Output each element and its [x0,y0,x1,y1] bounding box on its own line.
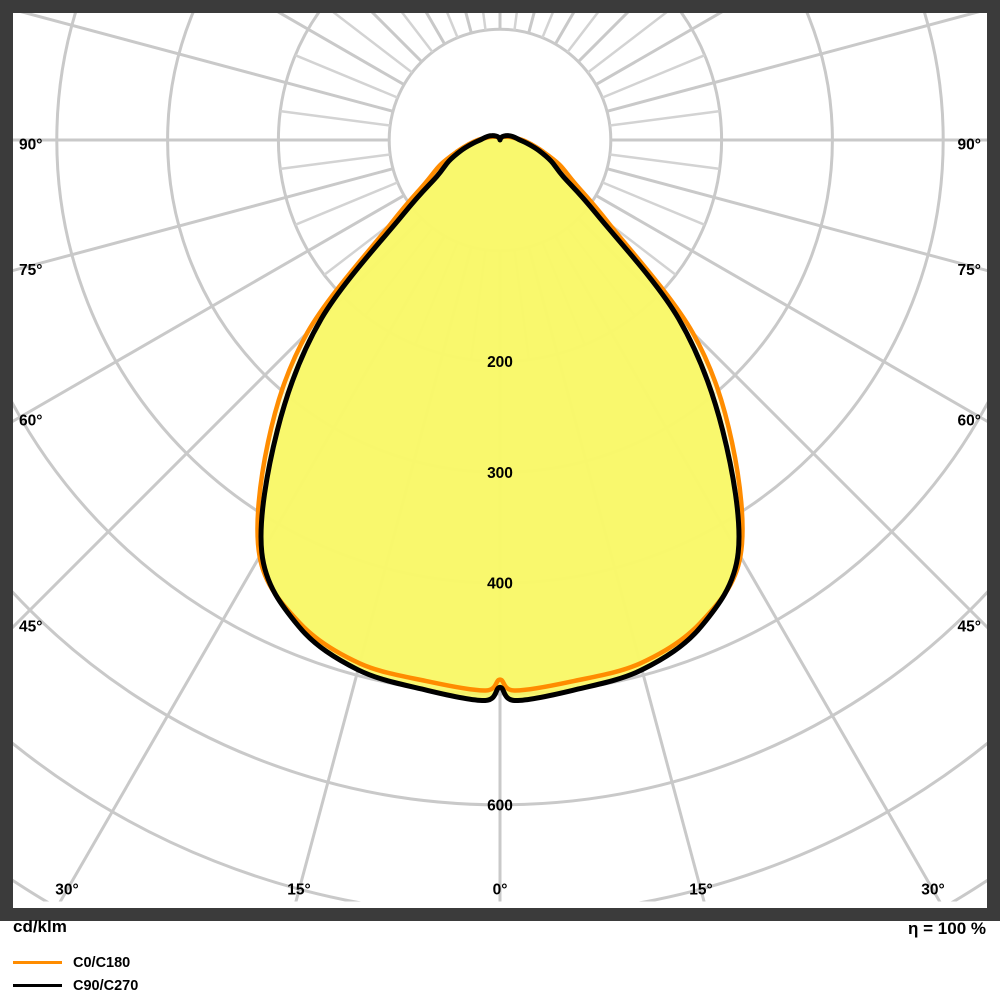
angle-spoke [13,194,405,423]
angle-label: 45° [958,619,981,636]
angle-spoke [446,13,459,39]
angle-spoke [601,54,706,99]
curve-fill-c90-c270 [261,135,739,701]
legend: C0/C180 C90/C270 [13,951,138,997]
angle-spoke [577,217,987,630]
legend-label: C90/C270 [73,977,139,994]
angle-spoke [400,13,434,53]
angle-spoke [587,13,668,74]
ring-value-label: 200 [487,354,513,371]
angle-spoke [280,109,391,127]
angle-label: 15° [689,882,712,899]
unit-label: cd/klm [13,917,67,936]
legend-line-black-icon [13,984,62,987]
ring-value-label: 300 [487,465,513,482]
angle-label: 15° [287,882,310,899]
ring-value-label: 400 [487,576,513,593]
angle-label: 30° [921,882,944,899]
angle-spoke [280,153,391,171]
ring-value-label: 600 [487,797,513,814]
angle-spoke [609,109,720,127]
angle-spoke [609,153,720,171]
angle-spoke [601,181,706,226]
angle-label: 75° [958,262,981,279]
angle-label: 60° [958,413,981,430]
legend-line-orange-icon [13,961,62,964]
angle-spoke [13,167,394,273]
angle-spoke [294,181,399,226]
angle-label: 90° [19,137,42,154]
angle-spoke [595,194,987,423]
angle-spoke [20,13,394,113]
curve-stroke-c90-c270 [258,133,742,704]
legend-item-c90-c270: C90/C270 [13,974,138,997]
angle-spoke [606,167,987,273]
angle-label: 0° [493,882,508,899]
legend-item-c0-c180: C0/C180 [13,951,138,974]
legend-label: C0/C180 [73,954,131,971]
angle-spoke [13,217,423,630]
angle-spoke [294,54,399,99]
efficiency-label: η = 100 % [908,919,986,938]
angle-label: 90° [958,137,981,154]
angle-label: 30° [55,882,78,899]
plot-frame [0,0,1000,921]
angle-spoke [332,13,413,74]
angle-spoke [606,13,980,113]
angle-label: 75° [19,262,42,279]
angle-spoke [566,13,600,53]
angle-label: 45° [19,619,42,636]
angle-spoke [541,13,554,39]
angle-label: 60° [19,413,42,430]
